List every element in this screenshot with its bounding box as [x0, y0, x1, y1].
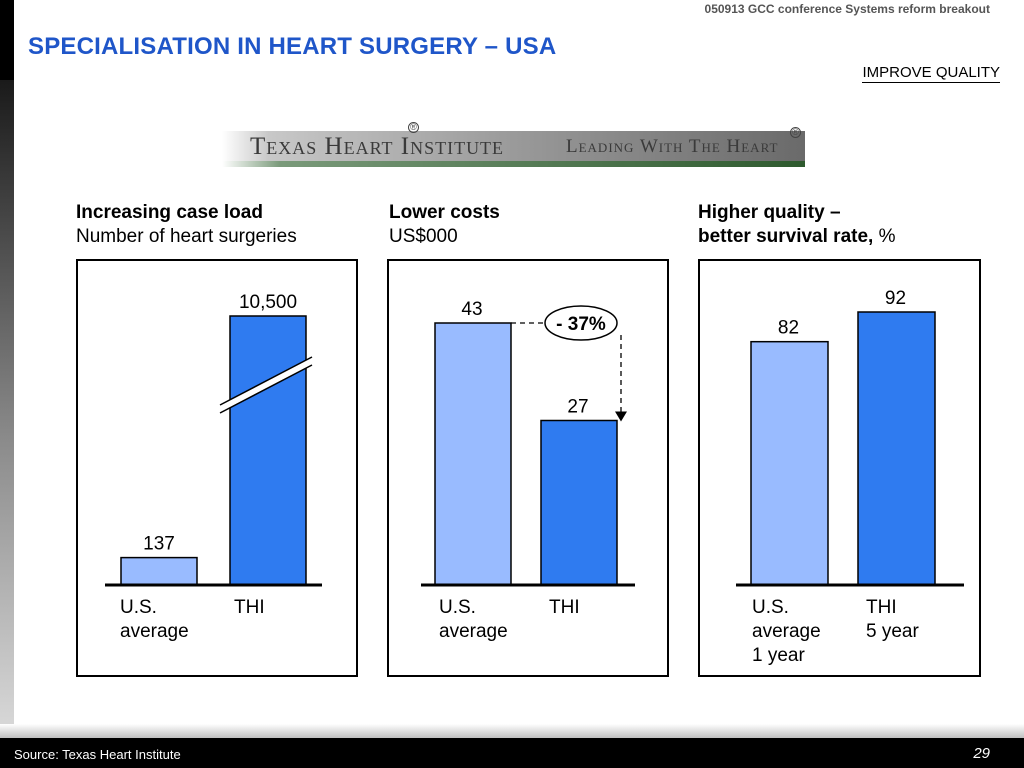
axis-break-line — [219, 364, 313, 414]
category-label-line: average — [439, 621, 508, 642]
category-label: U.S. average — [439, 596, 508, 644]
registered-mark-icon: ® — [408, 122, 419, 133]
category-label-line: 5 year — [866, 621, 919, 642]
logo-tagline: Leading With The Heart — [566, 136, 779, 157]
category-label-line: 1 year — [752, 645, 805, 666]
category-label-line: average — [752, 621, 821, 642]
chart-unit: % — [873, 226, 896, 247]
logo-institute-name: Texas Heart Institute — [250, 133, 505, 160]
chart-survival: 82 92 — [736, 288, 964, 587]
category-label: THI — [234, 596, 265, 620]
footer-bar: Source: Texas Heart Institute 29 — [0, 724, 1024, 768]
bar — [540, 419, 618, 586]
chart-panel-quality: 82 92 U.S. average 1 year THI 5 year — [698, 259, 981, 677]
chart-title: Lower costs — [389, 202, 500, 223]
category-label: THI — [549, 596, 580, 620]
page-number: 29 — [973, 745, 990, 762]
chart-costs: 43 27 - 37% — [421, 299, 635, 587]
chart-case-load: 137 10,500 — [105, 292, 322, 587]
chart-subtitle: US$000 — [389, 226, 458, 247]
left-accent-bar — [0, 0, 14, 768]
bar — [857, 311, 936, 586]
texas-heart-institute-logo: Texas Heart Institute Leading With The H… — [222, 117, 805, 169]
category-label-line: THI — [549, 597, 580, 618]
bar — [229, 315, 307, 586]
axis-break-gap — [220, 357, 312, 413]
bar — [120, 556, 198, 586]
category-label-line: average — [120, 621, 189, 642]
panel-title-costs: Lower costs US$000 — [389, 201, 500, 249]
improve-quality-tag: IMPROVE QUALITY — [862, 64, 1000, 83]
data-label: 137 — [143, 534, 175, 555]
registered-mark-icon: ® — [790, 127, 801, 138]
category-label: THI 5 year — [866, 596, 919, 644]
data-label: 82 — [778, 318, 799, 339]
annotation-bubble — [544, 305, 618, 341]
chart-panel-costs: 43 27 - 37% U.S. average THI — [387, 259, 669, 677]
chart-subtitle: Number of heart surgeries — [76, 226, 297, 247]
category-label: U.S. average 1 year — [752, 596, 821, 668]
bar — [434, 322, 512, 586]
category-label-line: U.S. — [752, 597, 789, 618]
arrowhead-icon — [615, 411, 627, 422]
panel-title-case-load: Increasing case load Number of heart sur… — [76, 201, 297, 249]
chart-title-line2: better survival rate, — [698, 226, 874, 247]
bar — [750, 340, 829, 586]
source-note: Source: Texas Heart Institute — [14, 747, 181, 762]
conference-note: 050913 GCC conference Systems reform bre… — [704, 2, 990, 16]
axis-break-line — [219, 356, 313, 406]
data-label: 10,500 — [239, 292, 297, 313]
category-label: U.S. average — [120, 596, 189, 644]
chart-title: Increasing case load — [76, 202, 263, 223]
slide-title: SPECIALISATION IN HEART SURGERY – USA — [28, 33, 557, 60]
category-label-line: THI — [866, 597, 897, 618]
data-label: 92 — [885, 288, 906, 309]
category-label-line: U.S. — [439, 597, 476, 618]
category-label-line: THI — [234, 597, 265, 618]
chart-title: Higher quality – — [698, 202, 841, 223]
chart-panel-case-load: 137 10,500 U.S. average THI — [76, 259, 358, 677]
annotation-label: - 37% — [556, 314, 606, 335]
data-label: 27 — [567, 396, 588, 417]
category-label-line: U.S. — [120, 597, 157, 618]
panel-title-quality: Higher quality – better survival rate, % — [698, 201, 896, 249]
data-label: 43 — [461, 299, 482, 320]
